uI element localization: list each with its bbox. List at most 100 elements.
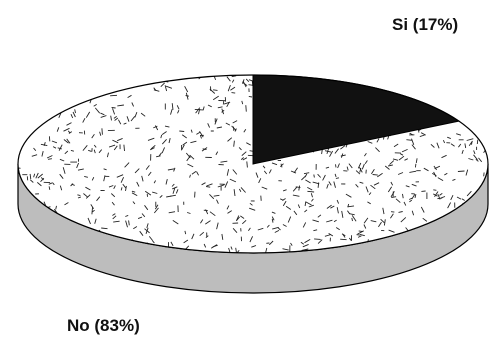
texture-dash <box>420 206 425 213</box>
texture-dash <box>62 167 66 174</box>
texture-dash <box>153 89 160 92</box>
texture-dash <box>445 90 451 95</box>
texture-dash <box>164 85 168 92</box>
texture-dash <box>40 177 44 181</box>
texture-dash <box>85 186 91 191</box>
texture-dash <box>317 173 322 178</box>
texture-dash <box>272 226 279 230</box>
texture-dash <box>377 172 383 178</box>
texture-dash <box>84 175 89 178</box>
texture-dash <box>378 221 382 228</box>
texture-dash <box>307 190 315 193</box>
texture-dash <box>147 171 152 176</box>
texture-dash <box>415 158 418 163</box>
texture-dash <box>77 194 81 197</box>
texture-dash <box>257 227 264 231</box>
texture-dash <box>282 224 287 227</box>
texture-dash <box>70 114 74 119</box>
texture-dash <box>226 76 231 82</box>
texture-dash <box>305 179 311 184</box>
texture-dash <box>409 199 413 203</box>
texture-dash <box>170 241 174 247</box>
texture-dash <box>452 81 457 86</box>
texture-dash <box>98 149 103 154</box>
texture-dash <box>351 217 353 222</box>
texture-dash <box>406 77 413 80</box>
texture-dash <box>376 138 380 143</box>
texture-dash <box>262 165 266 169</box>
texture-dash <box>229 178 237 183</box>
texture-dash <box>106 152 109 158</box>
texture-dash <box>476 139 479 145</box>
texture-dash <box>271 162 278 166</box>
texture-dash <box>19 112 25 115</box>
texture-dash <box>161 138 167 145</box>
texture-dash <box>411 194 416 200</box>
texture-dash <box>393 143 399 148</box>
texture-dash <box>77 196 82 199</box>
texture-dash <box>43 201 47 206</box>
texture-dash <box>340 153 344 158</box>
texture-dash <box>108 185 114 188</box>
texture-dash <box>187 163 194 168</box>
texture-dash <box>94 218 97 224</box>
texture-dash <box>196 171 199 176</box>
texture-dash <box>153 180 156 184</box>
texture-dash <box>87 217 91 225</box>
texture-dash <box>93 149 96 154</box>
texture-dash <box>411 183 417 187</box>
texture-dash <box>139 77 143 84</box>
texture-dash <box>100 112 105 116</box>
texture-dash <box>367 201 371 205</box>
texture-dash <box>148 236 153 241</box>
texture-dash <box>95 86 101 92</box>
texture-dash <box>245 78 250 83</box>
texture-dash <box>466 190 472 197</box>
texture-dash <box>347 205 355 208</box>
texture-dash <box>326 147 330 155</box>
texture-dash <box>33 147 37 151</box>
texture-dash <box>133 226 138 230</box>
texture-dash <box>93 144 97 148</box>
texture-dash <box>361 163 365 170</box>
texture-dash <box>70 183 74 187</box>
texture-dash <box>428 82 434 85</box>
texture-dash <box>132 201 136 205</box>
texture-dash <box>441 154 447 159</box>
texture-dash <box>70 104 74 107</box>
texture-dash <box>217 106 223 109</box>
texture-dash <box>184 230 187 235</box>
texture-dash <box>423 167 429 172</box>
texture-dash <box>400 153 404 156</box>
texture-dash <box>437 197 443 200</box>
texture-dash <box>371 169 375 175</box>
texture-dash <box>183 239 189 244</box>
texture-dash <box>153 207 159 214</box>
texture-dash <box>478 157 483 163</box>
texture-dash <box>351 215 357 222</box>
texture-dash <box>402 193 404 199</box>
texture-dash <box>213 194 220 197</box>
texture-dash <box>313 174 315 178</box>
texture-dash <box>239 188 242 193</box>
texture-dash <box>363 78 369 82</box>
texture-dash <box>304 209 308 213</box>
texture-dash <box>248 95 253 98</box>
texture-dash <box>308 204 314 208</box>
texture-dash <box>144 205 149 211</box>
texture-dash <box>434 191 439 198</box>
texture-dash <box>246 142 251 146</box>
texture-dash <box>168 137 171 144</box>
texture-dash <box>142 80 148 84</box>
texture-dash <box>103 168 107 171</box>
texture-dash <box>357 235 362 238</box>
pie-outline <box>17 74 489 254</box>
texture-dash <box>130 78 135 83</box>
texture-dash <box>359 167 362 173</box>
texture-dash <box>199 231 205 237</box>
texture-dash <box>33 173 36 178</box>
texture-dash <box>90 204 94 209</box>
texture-dash <box>147 137 155 141</box>
texture-dash <box>171 183 175 187</box>
texture-dash <box>75 77 79 84</box>
